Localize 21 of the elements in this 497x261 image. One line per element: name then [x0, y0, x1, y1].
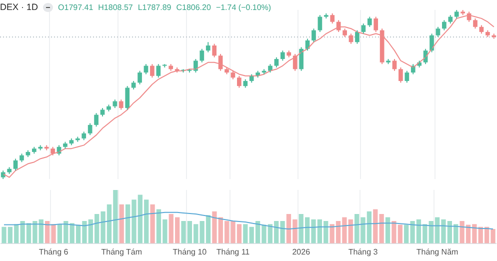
annotation: H1808.57: [98, 2, 133, 12]
annotation: −1.74 (−0.10%): [216, 2, 272, 12]
x-tick-label: Tháng 11: [216, 247, 250, 256]
bar: [379, 214, 384, 244]
annotation: C1806.20: [176, 2, 211, 12]
x-tick-label: Tháng Năm: [416, 247, 459, 256]
candlestick: [324, 12, 328, 19]
bar: [150, 204, 155, 244]
x-tick-label: Tháng Tám: [101, 247, 142, 256]
bar: [119, 204, 124, 244]
x-tick-label: Tháng 3: [348, 247, 378, 256]
x-tick-label: Tháng 10: [172, 247, 208, 256]
x-tick-label: Tháng 6: [38, 247, 69, 256]
candlestick: [386, 58, 390, 65]
x-tick-label: 2026: [292, 247, 311, 256]
annotation: O1797.41: [58, 2, 94, 12]
bar: [373, 209, 378, 244]
annotation: L1787.89: [138, 2, 172, 12]
bar: [243, 224, 248, 244]
bar: [385, 217, 390, 244]
chart-title: DEX · 1D: [0, 2, 38, 12]
